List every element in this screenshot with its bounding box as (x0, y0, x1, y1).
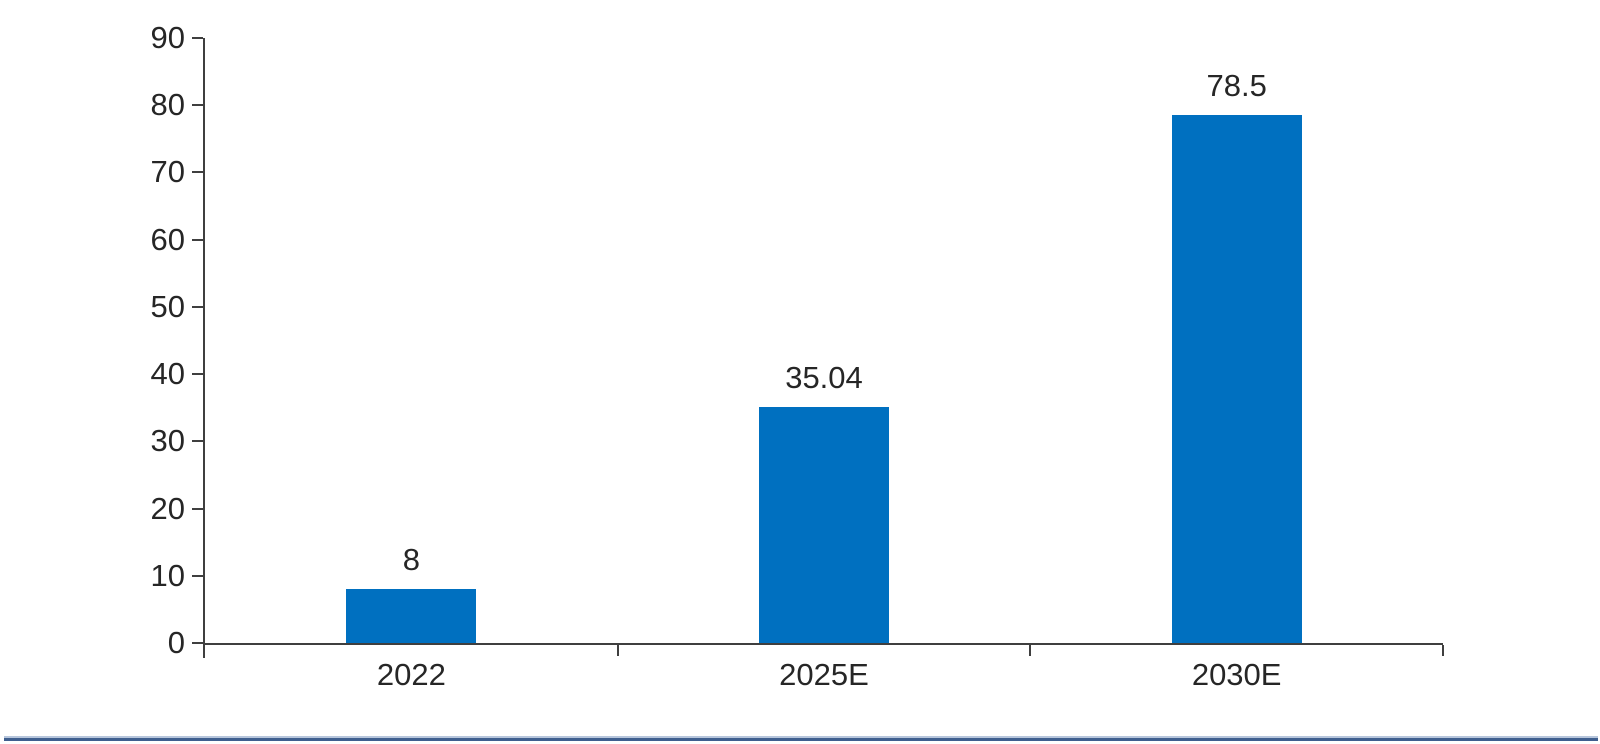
x-axis-line (203, 643, 1443, 645)
y-axis-tick-label: 10 (150, 557, 185, 593)
y-axis-tick (192, 238, 203, 241)
y-axis-tick (192, 305, 203, 308)
y-axis-tick-label: 80 (150, 87, 185, 123)
bar-value-label: 35.04 (785, 360, 863, 396)
y-axis-tick (192, 574, 203, 577)
y-axis-tick-label: 20 (150, 490, 185, 526)
y-axis-tick (192, 171, 203, 174)
y-axis-tick (192, 507, 203, 510)
bar-2025E (759, 407, 889, 643)
y-axis-tick-label: 60 (150, 221, 185, 257)
x-axis-category-label: 2030E (1191, 657, 1282, 692)
y-axis-tick-label: 50 (150, 288, 185, 324)
y-axis-tick-label: 0 (167, 625, 185, 660)
x-axis-tick (616, 645, 619, 656)
bar-2022 (346, 589, 477, 643)
plot-area: 0 10 20 30 40 50 60 70 80 90 8 2022 35.04 2025E 78.5 20… (151, 20, 1444, 690)
y-axis-tick-label: 40 (150, 356, 185, 392)
y-axis-line (203, 38, 205, 658)
y-axis-tick (192, 642, 203, 644)
y-axis-tick (192, 373, 203, 376)
y-axis-tick-label: 90 (150, 20, 185, 55)
y-axis-tick (192, 37, 203, 39)
x-axis-tick (1442, 645, 1444, 656)
y-axis-tick (192, 104, 203, 107)
y-axis-tick-label: 70 (150, 154, 185, 190)
bar-value-label: 78.5 (1206, 68, 1267, 104)
bar-2030E (1171, 115, 1302, 643)
bar-value-label: 8 (402, 542, 420, 578)
x-axis-tick (1029, 645, 1032, 656)
x-axis-category-label: 2025E (779, 657, 869, 692)
x-axis-category-label: 2022 (376, 657, 446, 692)
y-axis-tick (192, 440, 203, 443)
footer-divider-line (4, 736, 1598, 741)
y-axis-tick-label: 30 (150, 423, 185, 459)
